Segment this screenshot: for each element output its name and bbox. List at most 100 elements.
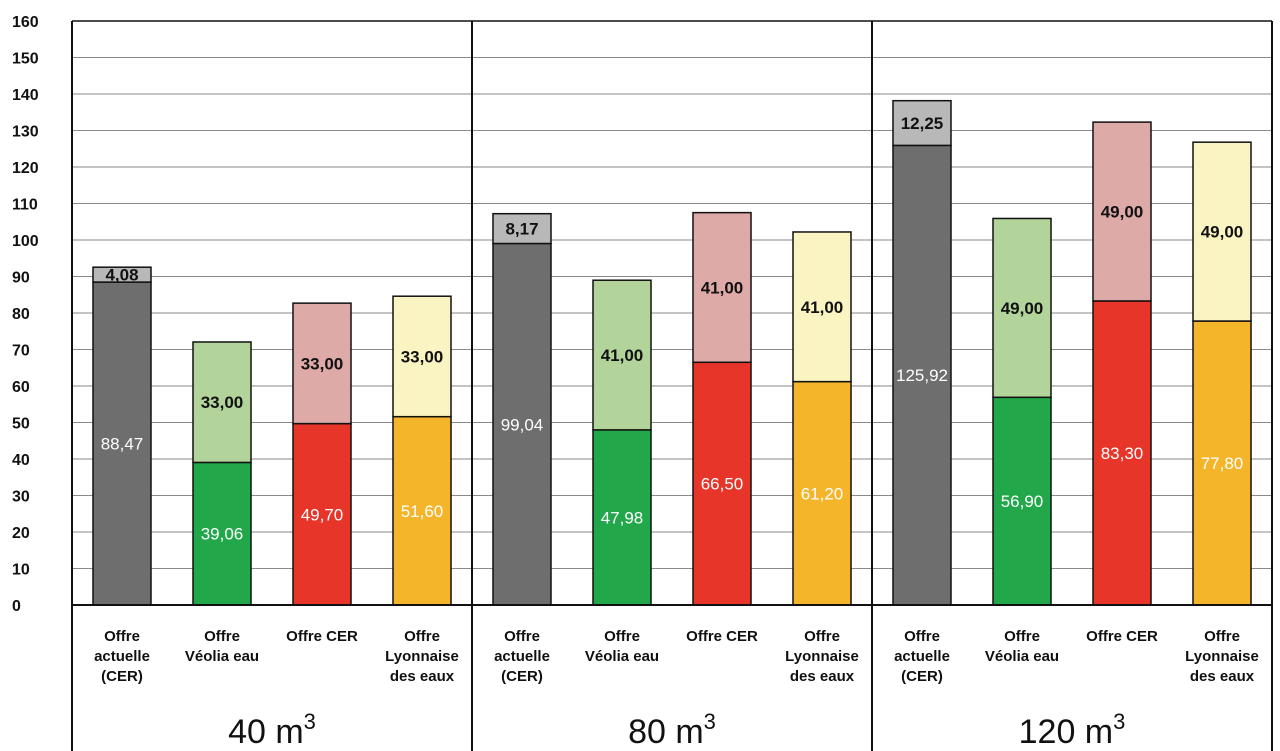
- category-label: Lyonnaise: [785, 648, 859, 665]
- bar-top-segment: [792, 231, 852, 383]
- category-label: actuelle: [894, 648, 950, 665]
- data-label-top: 41,00: [601, 346, 644, 365]
- group-volume-label: 120 m3: [1019, 709, 1126, 751]
- category-label: Offre: [204, 628, 240, 645]
- y-tick-label: 150: [12, 51, 39, 68]
- bar-top-segment: [1092, 121, 1152, 302]
- y-tick-label: 100: [12, 233, 39, 250]
- category-label: (CER): [501, 668, 543, 685]
- data-label-base: 125,92: [896, 366, 948, 385]
- y-tick-label: 20: [12, 525, 30, 542]
- category-label: actuelle: [94, 648, 150, 665]
- category-label: Offre: [404, 628, 440, 645]
- group-volume-text: 80 m: [628, 713, 704, 751]
- data-labels-layer: 88,47 4,08 39,06 33,00 49,70 33,00 51,60 33,00 9…: [101, 114, 1244, 544]
- category-label: des eaux: [790, 668, 855, 685]
- group-volume-superscript: 3: [704, 709, 716, 734]
- category-label: des eaux: [390, 668, 455, 685]
- category-label: Offre: [104, 628, 140, 645]
- group-volume-text: 120 m: [1019, 713, 1114, 751]
- category-label: Véolia eau: [185, 648, 259, 665]
- data-label-base: 66,50: [701, 475, 744, 494]
- data-label-base: 56,90: [1001, 492, 1044, 511]
- data-label-top: 12,25: [901, 114, 944, 133]
- y-tick-label: 70: [12, 343, 30, 360]
- plot-frame: [71, 20, 1273, 751]
- category-label: Offre: [504, 628, 540, 645]
- data-label-top: 41,00: [701, 278, 744, 297]
- data-label-base: 51,60: [401, 502, 444, 521]
- group-volume-superscript: 3: [1113, 709, 1125, 734]
- data-label-top: 33,00: [301, 354, 344, 373]
- data-label-top: 41,00: [801, 298, 844, 317]
- category-label: Lyonnaise: [1185, 648, 1259, 665]
- bar-top-segment: [392, 295, 452, 418]
- bar-base-segment: [392, 415, 452, 606]
- category-label: Offre: [804, 628, 840, 645]
- y-tick-label: 90: [12, 270, 30, 287]
- category-label: Offre CER: [1086, 628, 1158, 645]
- data-label-base: 88,47: [101, 435, 144, 454]
- category-label: (CER): [901, 668, 943, 685]
- category-labels: Offre actuelle (CER) Offre Véolia eau Offre C…: [94, 628, 1259, 751]
- bar-base-segment: [892, 144, 952, 606]
- data-label-base: 47,98: [601, 508, 644, 527]
- data-label-top: 33,00: [401, 347, 444, 366]
- bar-top-segment: [892, 99, 952, 147]
- bar-base-segment: [1192, 320, 1252, 606]
- grid-layer: [72, 20, 1272, 605]
- bar-top-segment: [992, 217, 1052, 399]
- category-label: actuelle: [494, 648, 550, 665]
- y-tick-label: 130: [12, 124, 39, 141]
- category-label: Offre: [904, 628, 940, 645]
- data-label-top: 8,17: [505, 220, 538, 239]
- group-volume-label: 40 m3: [228, 709, 316, 751]
- category-label: Offre: [1004, 628, 1040, 645]
- category-label: Offre CER: [686, 628, 758, 645]
- y-tick-label: 10: [12, 562, 30, 579]
- category-label: (CER): [101, 668, 143, 685]
- category-label: Lyonnaise: [385, 648, 459, 665]
- data-label-base: 49,70: [301, 505, 344, 524]
- data-label-top: 4,08: [105, 266, 138, 285]
- y-tick-label: 120: [12, 160, 39, 177]
- category-label: Véolia eau: [585, 648, 659, 665]
- y-tick-label: 160: [12, 14, 39, 31]
- y-tick-label: 0: [12, 598, 21, 615]
- category-label: Offre: [1204, 628, 1240, 645]
- data-label-base: 83,30: [1101, 444, 1144, 463]
- y-tick-label: 140: [12, 87, 39, 104]
- group-volume-text: 40 m: [228, 713, 304, 751]
- bar-base-segment: [792, 380, 852, 606]
- data-label-top: 49,00: [1001, 299, 1044, 318]
- data-label-base: 99,04: [501, 415, 544, 434]
- bar-top-segment: [192, 341, 252, 464]
- category-label: Offre CER: [286, 628, 358, 645]
- bars-layer: [92, 99, 1252, 606]
- bar-top-segment: [692, 211, 752, 364]
- data-label-top: 49,00: [1201, 223, 1244, 242]
- data-label-top: 49,00: [1101, 203, 1144, 222]
- data-label-base: 77,80: [1201, 454, 1244, 473]
- y-tick-label: 40: [12, 452, 30, 469]
- bar-base-segment: [1092, 300, 1152, 606]
- bar-top-segment: [1192, 141, 1252, 322]
- bar-top-segment: [292, 302, 352, 425]
- y-tick-label: 60: [12, 379, 30, 396]
- group-volume-superscript: 3: [304, 709, 316, 734]
- y-tick-label: 80: [12, 306, 30, 323]
- category-label: Véolia eau: [985, 648, 1059, 665]
- y-tick-label: 50: [12, 416, 30, 433]
- bar-top-segment: [492, 212, 552, 245]
- data-label-top: 33,00: [201, 393, 244, 412]
- y-tick-label: 30: [12, 489, 30, 506]
- bar-top-segment: [592, 279, 652, 431]
- data-label-base: 61,20: [801, 484, 844, 503]
- bar-base-segment: [692, 361, 752, 606]
- y-axis: 0 10 20 30 40 50 60 70 80 90 100 110 120 130 140 150 160: [12, 14, 39, 615]
- bar-base-segment: [992, 396, 1052, 606]
- group-volume-label: 80 m3: [628, 709, 716, 751]
- data-label-base: 39,06: [201, 525, 244, 544]
- y-tick-label: 110: [12, 197, 38, 214]
